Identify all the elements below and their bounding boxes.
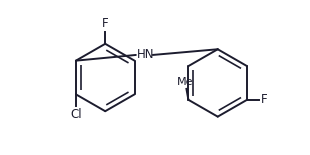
Text: HN: HN xyxy=(137,49,155,61)
Text: Me: Me xyxy=(177,77,194,87)
Text: Cl: Cl xyxy=(70,108,82,121)
Text: F: F xyxy=(261,93,268,106)
Text: F: F xyxy=(102,17,108,30)
